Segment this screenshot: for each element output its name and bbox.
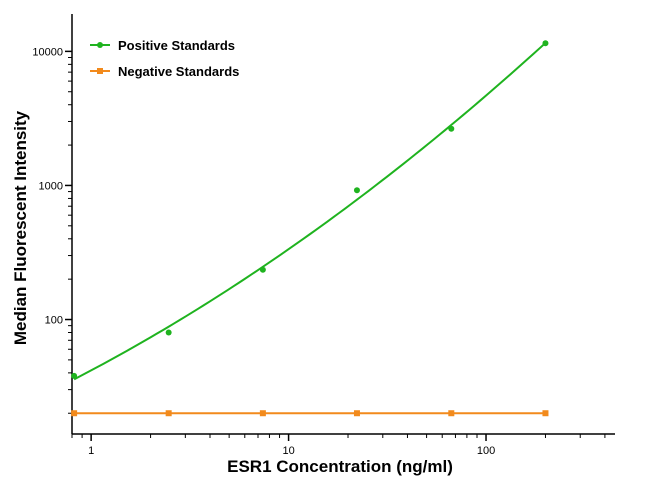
series-layer — [71, 40, 549, 417]
x-major-ticks: 1 10 100 — [88, 434, 495, 457]
y-tick-label: 10000 — [32, 46, 63, 58]
data-point — [542, 410, 549, 417]
data-point — [353, 410, 360, 417]
data-point — [71, 410, 78, 417]
data-point — [259, 266, 266, 273]
series-line — [73, 42, 547, 381]
data-point — [259, 410, 266, 417]
data-point — [165, 410, 172, 417]
y-axis-title: Median Fluorescent Intensity — [11, 110, 30, 345]
data-point — [353, 187, 360, 194]
legend-marker-positive — [97, 42, 103, 48]
data-point — [448, 125, 455, 132]
series-negative — [71, 410, 549, 417]
data-point — [165, 329, 172, 336]
x-axis-title: ESR1 Concentration (ng/ml) — [227, 457, 453, 476]
data-point — [71, 372, 78, 379]
x-tick-label: 100 — [477, 445, 495, 457]
y-tick-label: 100 — [45, 315, 63, 327]
x-tick-label: 1 — [88, 445, 94, 457]
x-tick-label: 10 — [282, 445, 294, 457]
legend-marker-negative — [97, 68, 103, 74]
data-point — [542, 40, 549, 47]
legend-item-negative: Negative Standards — [90, 64, 239, 79]
legend-item-positive: Positive Standards — [90, 38, 235, 53]
series-positive — [71, 40, 549, 381]
y-minor-ticks — [68, 57, 72, 414]
legend-label-negative: Negative Standards — [118, 64, 239, 79]
legend: Positive Standards Negative Standards — [90, 38, 239, 79]
x-minor-ticks — [71, 434, 606, 438]
y-major-ticks: 100 1000 10000 — [32, 46, 72, 327]
data-point — [448, 410, 455, 417]
axes: 100 1000 10000 1 10 100 — [32, 14, 615, 457]
legend-label-positive: Positive Standards — [118, 38, 235, 53]
y-tick-label: 1000 — [39, 180, 63, 192]
